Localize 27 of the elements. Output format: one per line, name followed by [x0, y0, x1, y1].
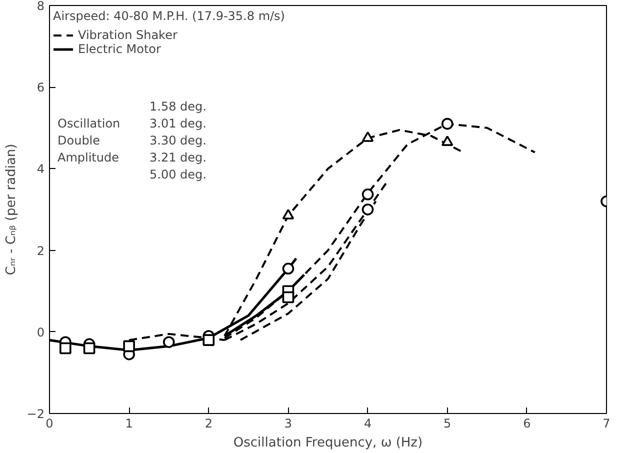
x-tick-label: 5 — [444, 416, 452, 430]
y-tick-label: −2 — [26, 407, 45, 421]
legend-label: Vibration Shaker — [78, 28, 178, 42]
annotation: 1.58 deg. — [150, 100, 206, 114]
legend-label: Electric Motor — [78, 42, 161, 56]
annotation: 3.30 deg. — [150, 134, 206, 148]
x-tick-label: 3 — [284, 416, 292, 430]
y-tick-label: 2 — [36, 244, 45, 258]
x-tick-label: 7 — [602, 416, 610, 430]
y-axis-title: Cₙᵣ - Cₙᵦ (per radian) — [4, 144, 19, 276]
y-tick-label: 4 — [36, 162, 45, 176]
annotation: Amplitude — [58, 150, 119, 164]
annotation: 5.00 deg. — [150, 168, 206, 182]
annotation: Oscillation — [58, 116, 120, 130]
x-tick-label: 6 — [523, 416, 531, 430]
y-tick-label: 8 — [36, 0, 45, 13]
y-tick-label: 0 — [36, 325, 45, 340]
x-tick-label: 4 — [364, 416, 372, 430]
y-tick-label: 6 — [36, 80, 45, 95]
legend-title: Airspeed: 40-80 M.P.H. (17.9-35.8 m/s) — [53, 9, 285, 23]
annotation: 3.21 deg. — [150, 150, 206, 164]
x-axis-title: Oscillation Frequency, ω (Hz) — [233, 436, 423, 450]
annotation: 3.01 deg. — [150, 116, 206, 130]
annotation: Double — [58, 134, 100, 148]
x-tick-label: 1 — [125, 416, 133, 430]
x-tick-label: 0 — [46, 416, 54, 430]
x-tick-label: 2 — [204, 416, 212, 430]
